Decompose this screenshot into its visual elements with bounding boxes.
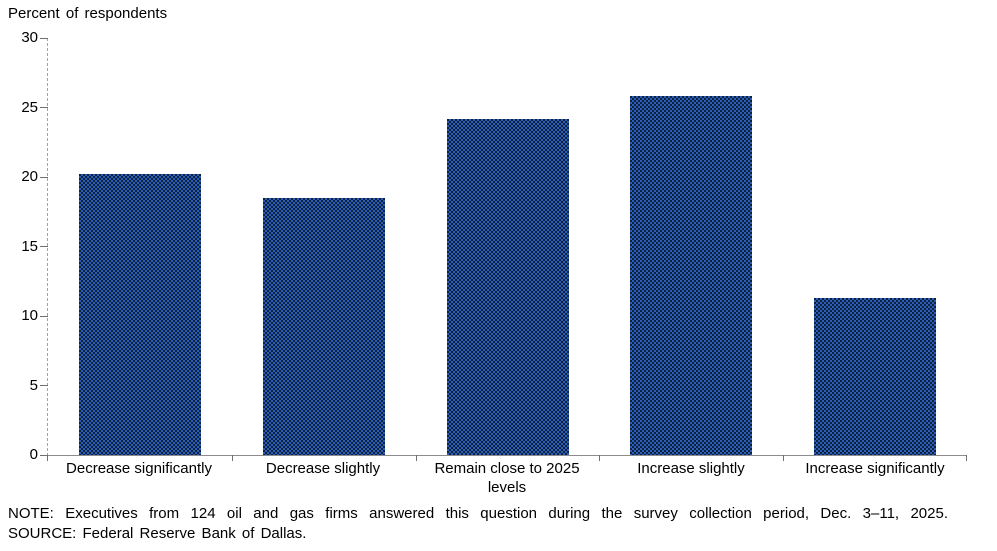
y-tick-label: 25 [21,98,38,116]
category-label: Increase slightly [637,460,745,477]
y-axis-title: Percent of respondents [8,5,168,22]
y-tick [40,454,48,456]
x-tick [599,455,601,461]
plot-area: 0 5 10 15 20 25 30 [21,30,967,463]
bar-remain-close-to-2025-levels [446,118,569,455]
x-tick [415,455,417,461]
y-tick [40,176,48,178]
y-tick [40,385,48,386]
y-tick-label: 0 [29,446,38,463]
y-tick [40,107,48,108]
y-tick-label: 5 [29,376,38,394]
y-tick-label: 10 [21,307,38,324]
bar-decrease-slightly [262,197,385,455]
x-tick [231,455,233,461]
bar-increase-slightly [630,96,753,455]
y-tick-label: 30 [21,29,38,46]
category-label: Decrease slightly [265,460,381,477]
x-tick [47,455,48,461]
y-tick [40,315,48,317]
y-tick-label: 20 [21,168,38,185]
category-label: Decrease significantly [66,460,212,477]
bar-decrease-significantly [78,174,201,455]
y-tick [40,37,48,39]
chart-footer: NOTE: Executives from 124 oil and gas fi… [8,504,953,544]
category-label: Remain close to 2025 levels [434,460,580,496]
bar-increase-significantly [814,297,937,455]
y-tick-label: 15 [21,237,38,255]
x-axis-labels: Decrease significantly Decrease slightly R… [47,459,967,497]
x-tick [966,455,967,461]
x-tick [783,455,785,461]
y-tick [40,246,48,247]
note-text: NOTE: Executives from 124 oil and gas fi… [8,505,948,522]
category-label: Increase significantly [805,460,945,477]
source-text: SOURCE: Federal Reserve Bank of Dallas. [8,525,307,542]
